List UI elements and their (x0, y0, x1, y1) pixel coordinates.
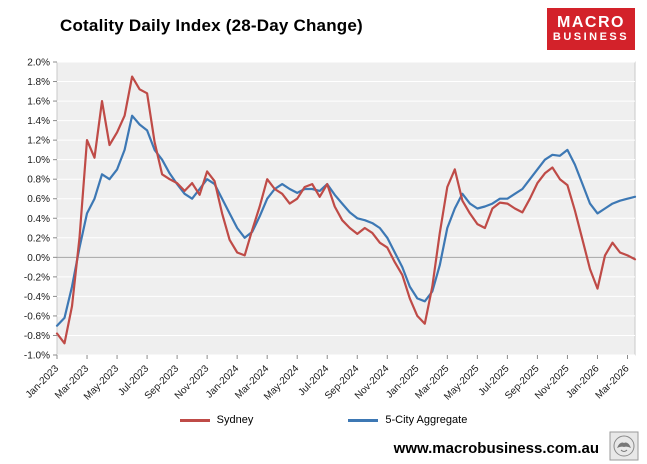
legend-item-sydney: Sydney (179, 414, 254, 426)
legend-label-5city: 5-City Aggregate (385, 414, 468, 426)
svg-text:1.4%: 1.4% (27, 116, 50, 127)
svg-text:0.6%: 0.6% (27, 194, 50, 205)
legend-swatch-sydney (179, 418, 210, 422)
svg-text:1.2%: 1.2% (27, 136, 50, 147)
macrobusiness-logo: MACRO BUSINESS (547, 8, 635, 50)
svg-text:-0.2%: -0.2% (24, 272, 50, 283)
svg-text:-0.6%: -0.6% (24, 311, 50, 322)
svg-text:1.8%: 1.8% (27, 77, 50, 88)
svg-text:1.0%: 1.0% (27, 155, 50, 166)
svg-text:-0.4%: -0.4% (24, 292, 50, 303)
svg-text:-1.0%: -1.0% (24, 351, 50, 362)
svg-text:Mar-2026: Mar-2026 (594, 363, 632, 401)
svg-text:2.0%: 2.0% (27, 58, 50, 69)
svg-text:0.4%: 0.4% (27, 214, 50, 225)
svg-text:0.0%: 0.0% (27, 253, 50, 264)
logo-text-business: BUSINESS (552, 30, 630, 43)
chart-legend: Sydney 5-City Aggregate (0, 414, 647, 426)
seal-logo (609, 431, 639, 461)
footer-url: www.macrobusiness.com.au (393, 440, 599, 457)
line-chart: 2.0% 1.8% 1.6% 1.4% 1.2% 1.0% 0.8% 0.6% 0.4% 0.2%… (24, 58, 637, 403)
legend-item-5city: 5-City Aggregate (348, 414, 467, 426)
svg-text:-0.8%: -0.8% (24, 331, 50, 342)
svg-text:1.6%: 1.6% (27, 97, 50, 108)
logo-text-macro: MACRO (557, 13, 625, 31)
chart-title: Cotality Daily Index (28-Day Change) (60, 16, 363, 35)
svg-text:0.8%: 0.8% (27, 175, 50, 186)
legend-swatch-5city (348, 418, 379, 422)
legend-label-sydney: Sydney (216, 414, 254, 426)
svg-text:0.2%: 0.2% (27, 233, 50, 244)
